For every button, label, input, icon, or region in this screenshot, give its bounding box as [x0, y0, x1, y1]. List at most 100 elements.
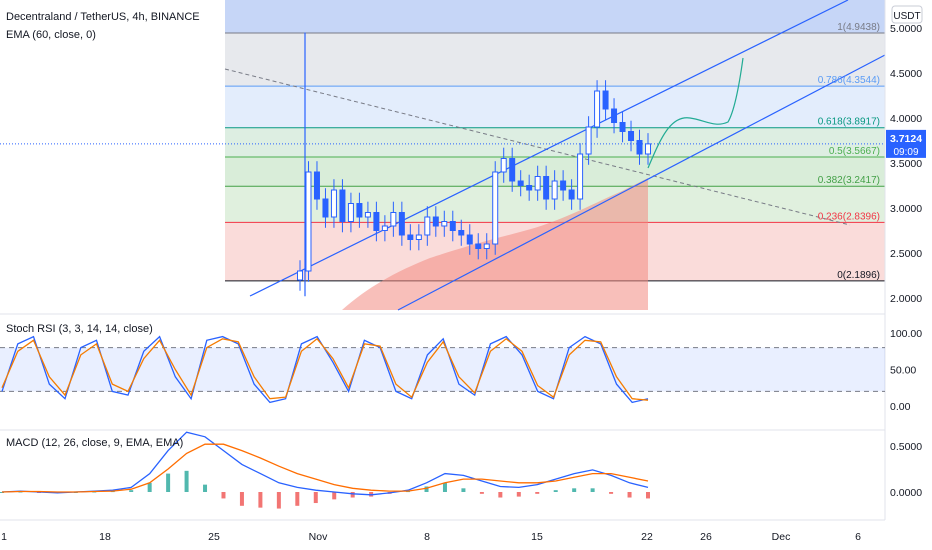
candle-body — [475, 243, 482, 249]
candle-body — [551, 180, 558, 200]
channel-upper-line[interactable] — [249, 0, 849, 297]
candle-body — [577, 153, 584, 200]
price-axis-tick: 4.5000 — [890, 68, 922, 80]
macd-histogram-bar — [276, 492, 281, 509]
price-candles — [297, 32, 651, 297]
fib-level-label: 1(4.9438) — [837, 22, 880, 33]
macd-histogram-bar — [258, 492, 263, 508]
time-axis-tick: Nov — [309, 531, 328, 543]
price-axis-tick: 2.0000 — [890, 293, 922, 305]
time-axis-tick: 25 — [208, 531, 220, 543]
price-axis-tick: 4.0000 — [890, 113, 922, 125]
time-axis-tick: 6 — [855, 531, 861, 543]
candle-body — [602, 90, 609, 110]
projection-path[interactable] — [647, 57, 744, 169]
projected-move[interactable] — [647, 57, 744, 169]
time-axis-tick: 22 — [641, 531, 653, 543]
channel-lower-line[interactable] — [397, 54, 886, 311]
macd-histogram-bar — [646, 492, 650, 499]
stoch-axis-tick: 50.00 — [890, 365, 916, 377]
candle-body — [543, 176, 550, 200]
macd-histogram-bar — [516, 492, 521, 497]
upper-zone — [225, 0, 885, 34]
macd-histogram-bar — [147, 482, 152, 492]
candle-body — [585, 126, 592, 155]
fib-zone — [225, 127, 885, 157]
candle-body — [466, 234, 473, 245]
macd-panel — [0, 431, 650, 509]
fib-level-label: 0.382(3.2417) — [818, 175, 880, 186]
candle-body — [594, 90, 601, 128]
price-axis-tick: 3.0000 — [890, 203, 922, 215]
candle-body — [458, 230, 465, 236]
time-axis-tick: 18 — [99, 531, 111, 543]
candle-body — [611, 108, 618, 123]
stoch-rsi-panel — [0, 335, 885, 404]
stoch-axis-tick: 100.00 — [890, 328, 922, 340]
fib-zone — [225, 33, 885, 87]
macd-histogram-bar — [553, 490, 558, 492]
candle-body — [517, 180, 524, 186]
candle-body — [398, 212, 405, 236]
time-axis-tick: 1 — [1, 531, 7, 543]
macd-histogram-bar — [535, 492, 540, 494]
candle-body — [509, 158, 516, 182]
signal-line — [1, 443, 649, 493]
macd-histogram-bar — [627, 492, 632, 498]
trend-channel[interactable] — [0, 0, 886, 311]
candle-body — [415, 234, 422, 240]
macd-histogram-bar — [313, 492, 318, 504]
stoch-axis-tick: 0.00 — [890, 401, 911, 413]
candle-body — [645, 143, 651, 155]
stoch-d-line — [1, 337, 649, 401]
candle-body — [449, 221, 456, 231]
macd-histogram-bar — [424, 486, 429, 492]
currency-label: USDT — [893, 11, 920, 22]
fib-level-labels: 1(4.9438) 0.786(4.3544) 0.618(3.8917) 0.5(3… — [818, 22, 880, 281]
price-axis-tick: 2.5000 — [890, 248, 922, 260]
candle-body — [568, 189, 575, 200]
candle-body — [364, 212, 371, 218]
time-axis-tick: Dec — [772, 531, 791, 543]
time-axis[interactable]: 1 18 25 Nov 8 15 22 26 Dec 6 — [1, 531, 861, 543]
macd-histogram-bar — [239, 492, 244, 506]
fib-zone — [225, 86, 885, 128]
candle-body — [381, 225, 388, 231]
ema-label: EMA (60, close, 0) — [6, 29, 96, 41]
time-axis-tick: 8 — [424, 531, 430, 543]
candle-body — [492, 171, 499, 245]
macd-axis-tick: 0.0000 — [890, 487, 922, 499]
macd-histogram-bar — [0, 492, 4, 493]
macd-title: MACD (12, 26, close, 9, EMA, EMA) — [6, 437, 183, 449]
macd-histogram-bar — [572, 488, 577, 492]
last-price-tag: 3.7124 09:09 — [886, 129, 926, 158]
candle-body — [373, 212, 380, 231]
last-price-value: 3.7124 — [890, 133, 922, 145]
macd-histogram-bar — [609, 492, 614, 494]
fib-level-label: 0.618(3.8917) — [818, 117, 880, 128]
macd-histogram-bar — [332, 492, 337, 500]
last-price-tag-background — [886, 129, 926, 158]
fib-level-label: 0.5(3.5667) — [829, 146, 880, 157]
macd-histogram-bar — [203, 484, 208, 492]
candle-body — [534, 176, 541, 191]
candle-body — [305, 171, 312, 272]
candle-body — [424, 216, 431, 236]
macd-histogram-bar — [350, 492, 355, 498]
candle-body — [297, 270, 303, 281]
candle-body — [339, 189, 346, 222]
macd-histogram-bar — [461, 488, 466, 492]
currency-badge-frame — [891, 5, 923, 24]
macd-histogram-bar — [479, 492, 484, 494]
currency-button[interactable]: USDT — [891, 5, 923, 24]
candle-body — [313, 171, 320, 200]
candle-body — [322, 198, 329, 218]
price-axis[interactable]: 5.0000 4.5000 4.0000 3.5000 3.0000 2.5000 2.00… — [890, 23, 922, 499]
candle-body — [483, 243, 490, 249]
candle-body — [407, 234, 414, 240]
stoch-rsi-title: Stoch RSI (3, 3, 14, 14, close) — [6, 323, 153, 335]
dashed-trendline[interactable] — [224, 68, 851, 226]
candle-body — [441, 221, 448, 227]
candle-body — [526, 185, 533, 191]
